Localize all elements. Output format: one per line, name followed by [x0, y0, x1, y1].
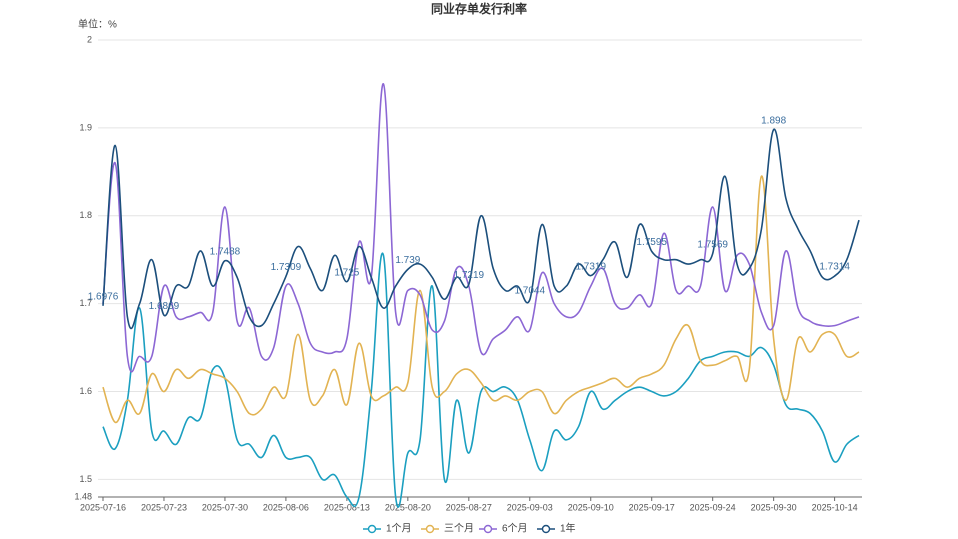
legend-label: 1个月 — [386, 523, 412, 535]
legend-symbol — [367, 524, 377, 534]
chart-title: 同业存单发行利率 — [431, 1, 527, 16]
legend-label: 6个月 — [502, 523, 528, 535]
x-tick-label: 2025-09-30 — [751, 502, 797, 512]
data-label: 1.7219 — [454, 270, 485, 281]
x-tick-label: 2025-07-16 — [80, 502, 126, 512]
legend-item: 三个月 — [421, 523, 474, 535]
x-tick-label: 2025-09-03 — [507, 502, 553, 512]
data-label: 1.7488 — [210, 246, 241, 257]
data-label: 1.7309 — [271, 262, 302, 273]
data-label: 1.739 — [395, 255, 420, 266]
x-tick-label: 2025-08-06 — [263, 502, 309, 512]
x-tick-label: 2025-09-17 — [629, 502, 675, 512]
x-tick-label: 2025-08-13 — [324, 502, 370, 512]
data-label: 1.6976 — [88, 291, 119, 302]
y-tick-label: 1.7 — [79, 298, 92, 308]
legend-label: 三个月 — [444, 523, 474, 535]
x-tick-label: 2025-07-23 — [141, 502, 187, 512]
x-tick-label: 2025-08-20 — [385, 502, 431, 512]
legend-item: 1个月 — [363, 523, 412, 535]
legend-item: 1年 — [537, 522, 576, 535]
x-tick-label: 2025-08-27 — [446, 502, 492, 512]
data-label: 1.7595 — [636, 237, 667, 248]
y-tick-label: 1.48 — [74, 491, 92, 501]
y-tick-label: 1.8 — [79, 210, 92, 220]
x-tick-label: 2025-07-30 — [202, 502, 248, 512]
data-label: 1.7314 — [819, 262, 850, 273]
x-tick-label: 2025-10-14 — [812, 502, 858, 512]
data-label: 1.898 — [761, 115, 786, 126]
series-line — [102, 252, 860, 508]
data-label: 1.7569 — [697, 239, 728, 250]
y-tick-label: 1.6 — [79, 386, 92, 396]
y-axis-label: 单位：% — [78, 18, 117, 31]
legend-symbol — [541, 524, 551, 534]
data-label: 1.6869 — [149, 301, 180, 312]
y-tick-label: 1.9 — [79, 122, 92, 132]
legend-item: 6个月 — [479, 523, 528, 535]
y-tick-label: 1.5 — [79, 474, 92, 484]
x-tick-label: 2025-09-10 — [568, 502, 614, 512]
data-label: 1.7319 — [575, 261, 606, 272]
series-line — [102, 128, 860, 330]
legend-label: 1年 — [560, 522, 576, 535]
series-line — [102, 175, 860, 424]
series-line — [102, 83, 860, 373]
data-label: 1.725 — [334, 267, 359, 278]
y-tick-label: 2 — [87, 34, 92, 44]
legend-symbol — [483, 524, 493, 534]
data-label: 1.7044 — [514, 285, 545, 296]
legend-symbol — [425, 524, 435, 534]
x-tick-label: 2025-09-24 — [690, 502, 736, 512]
